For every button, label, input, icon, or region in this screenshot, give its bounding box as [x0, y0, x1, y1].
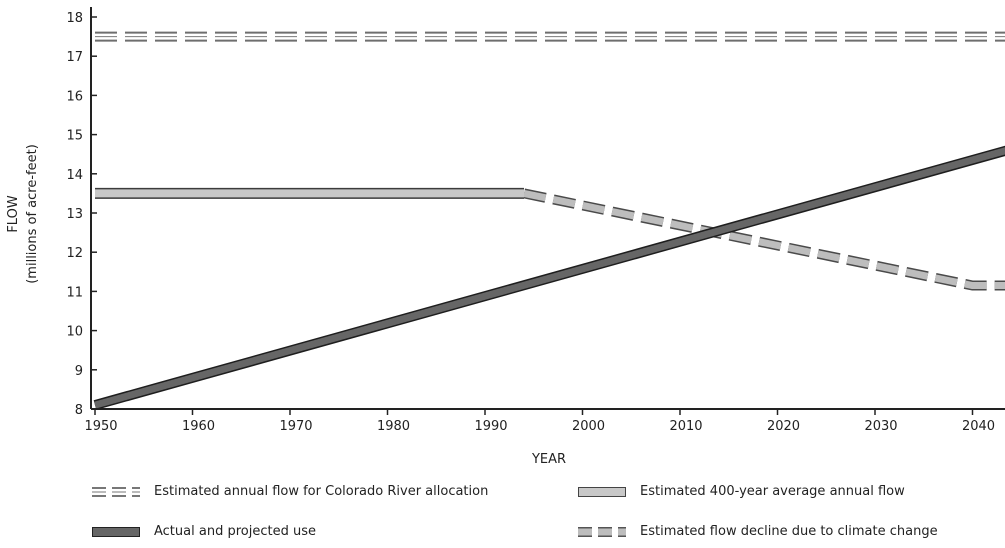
x-tick-label-2010: 2010 [669, 419, 702, 434]
y-tick-label-17: 17 [66, 50, 83, 65]
x-tick-label-1990: 1990 [474, 419, 507, 434]
x-tick-label-1980: 1980 [377, 419, 410, 434]
x-tick-label-2000: 2000 [572, 419, 605, 434]
x-tick-label-2020: 2020 [767, 419, 800, 434]
y-axis-title: FLOW [6, 195, 21, 232]
y-tick-label-18: 18 [66, 11, 83, 26]
y-tick-label-13: 13 [66, 207, 83, 222]
y-tick-label-16: 16 [66, 89, 83, 104]
x-axis-title: YEAR [531, 452, 566, 467]
y-tick-label-12: 12 [66, 246, 83, 261]
y-tick-label-8: 8 [75, 403, 83, 418]
y-tick-label-15: 15 [66, 129, 83, 144]
series-climate-fill [523, 189, 1005, 290]
x-tick-label-2030: 2030 [864, 419, 897, 434]
y-tick-label-14: 14 [66, 168, 83, 183]
y-tick-label-10: 10 [66, 325, 83, 340]
y-axis-subtitle: (millions of acre-feet) [25, 144, 40, 284]
x-tick-label-2040: 2040 [962, 419, 995, 434]
y-tick-label-11: 11 [66, 285, 83, 300]
x-tick-label-1950: 1950 [84, 419, 117, 434]
x-tick-label-1960: 1960 [182, 419, 215, 434]
x-tick-label-1970: 1970 [279, 419, 312, 434]
y-tick-label-9: 9 [75, 364, 83, 379]
series-use-fill [94, 147, 1005, 409]
